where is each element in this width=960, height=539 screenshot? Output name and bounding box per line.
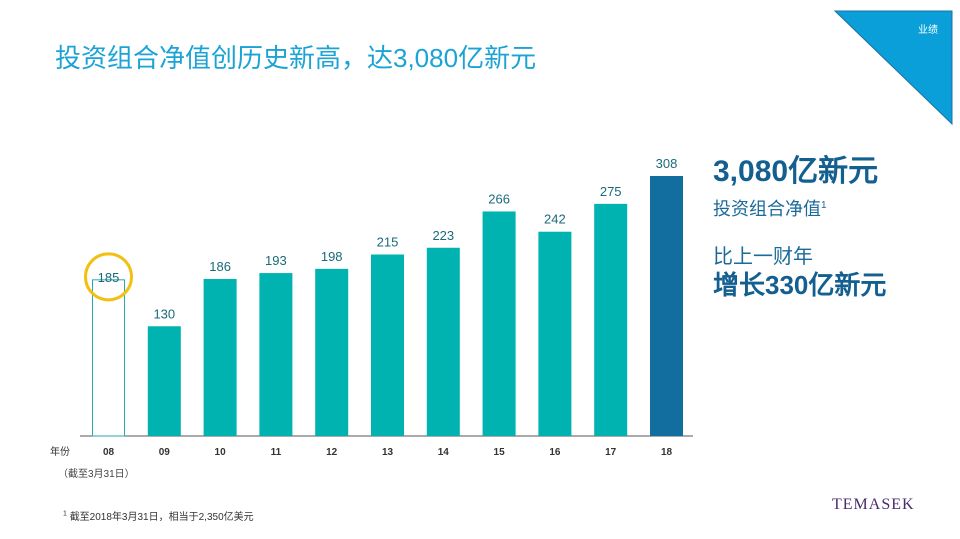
kpi-label-footnote-marker: 1 xyxy=(821,200,827,211)
section-tag: 业绩 xyxy=(918,25,938,36)
temasek-logo: TEMASEK xyxy=(832,496,915,513)
tick-label-16: 16 xyxy=(549,447,561,458)
bar-14 xyxy=(426,247,460,436)
tick-label-12: 12 xyxy=(326,447,338,458)
tick-label-09: 09 xyxy=(159,447,171,458)
axis-note: （截至3月31日） xyxy=(58,469,135,480)
data-label-15: 266 xyxy=(488,191,510,206)
data-label-08: 185 xyxy=(98,270,120,285)
kpi-growth: 增长330亿新元 xyxy=(713,270,887,300)
tick-label-11: 11 xyxy=(271,447,282,458)
kpi-label-text: 投资组合净值 xyxy=(713,199,821,219)
data-label-09: 130 xyxy=(153,306,175,321)
data-label-12: 198 xyxy=(321,249,343,264)
data-label-10: 186 xyxy=(209,259,231,274)
tick-label-08: 08 xyxy=(103,447,115,458)
tick-label-15: 15 xyxy=(494,447,506,458)
footnote: 1 截至2018年3月31日，相当于2,350亿美元 xyxy=(63,508,254,523)
tick-label-17: 17 xyxy=(605,447,617,458)
data-label-11: 193 xyxy=(265,253,287,268)
tick-label-14: 14 xyxy=(438,447,450,458)
page-title: 投资组合净值创历史新高，达3,080亿新元 xyxy=(55,43,537,73)
bar-17 xyxy=(594,203,628,436)
data-label-13: 215 xyxy=(377,235,399,250)
x-axis-label: 年份 xyxy=(50,445,70,458)
data-label-16: 242 xyxy=(544,212,566,227)
kpi-compare-line: 比上一财年 xyxy=(713,246,813,268)
footnote-text: 截至2018年3月31日，相当于2,350亿美元 xyxy=(69,512,254,523)
bar-15 xyxy=(482,211,516,436)
bar-12 xyxy=(315,268,349,436)
highlight-circle xyxy=(84,252,133,302)
data-label-18: 308 xyxy=(656,156,678,171)
bar-09 xyxy=(147,326,181,436)
bar-18 xyxy=(650,176,683,436)
bar-13 xyxy=(371,254,404,436)
bar-16 xyxy=(538,231,572,436)
bar-11 xyxy=(259,273,293,436)
tick-label-18: 18 xyxy=(661,447,673,458)
footnote-marker: 1 xyxy=(63,510,67,518)
section-corner-tab xyxy=(833,10,953,126)
bar-10 xyxy=(203,278,237,436)
bar-08 xyxy=(92,279,125,437)
data-label-17: 275 xyxy=(600,184,622,199)
data-label-14: 223 xyxy=(432,228,454,243)
tick-label-13: 13 xyxy=(382,447,394,458)
kpi-label: 投资组合净值1 xyxy=(713,195,827,221)
tick-label-10: 10 xyxy=(215,447,227,458)
kpi-value: 3,080亿新元 xyxy=(713,155,879,188)
